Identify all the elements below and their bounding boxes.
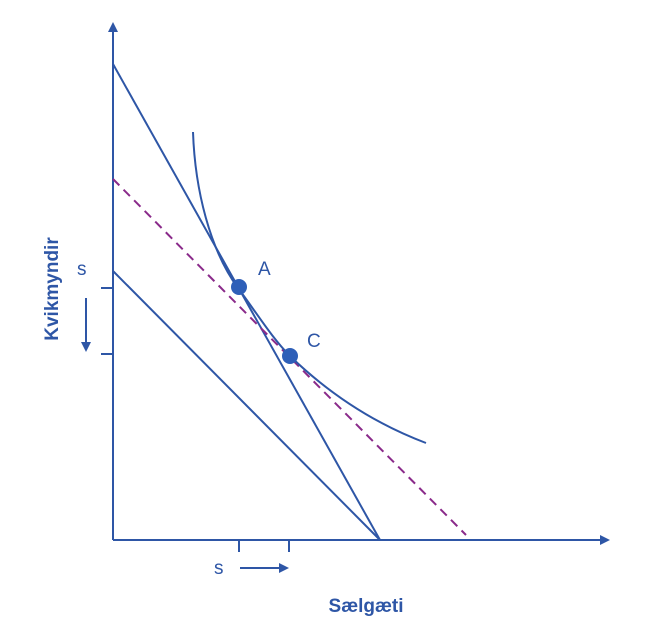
point-a-label: A [258, 259, 271, 280]
original-budget-line [112, 63, 381, 541]
new-budget-line [112, 270, 381, 541]
vertical-shift-label: s [77, 259, 87, 280]
point-a [231, 279, 247, 295]
point-c [282, 348, 298, 364]
indifference-curve [192, 131, 427, 444]
compensated-budget-line [112, 178, 467, 536]
x-axis-label: Sælgæti [329, 596, 404, 617]
horizontal-shift-label: s [214, 558, 224, 579]
point-c-label: C [307, 331, 321, 352]
y-axis-label: Kvikmyndir [42, 237, 63, 341]
